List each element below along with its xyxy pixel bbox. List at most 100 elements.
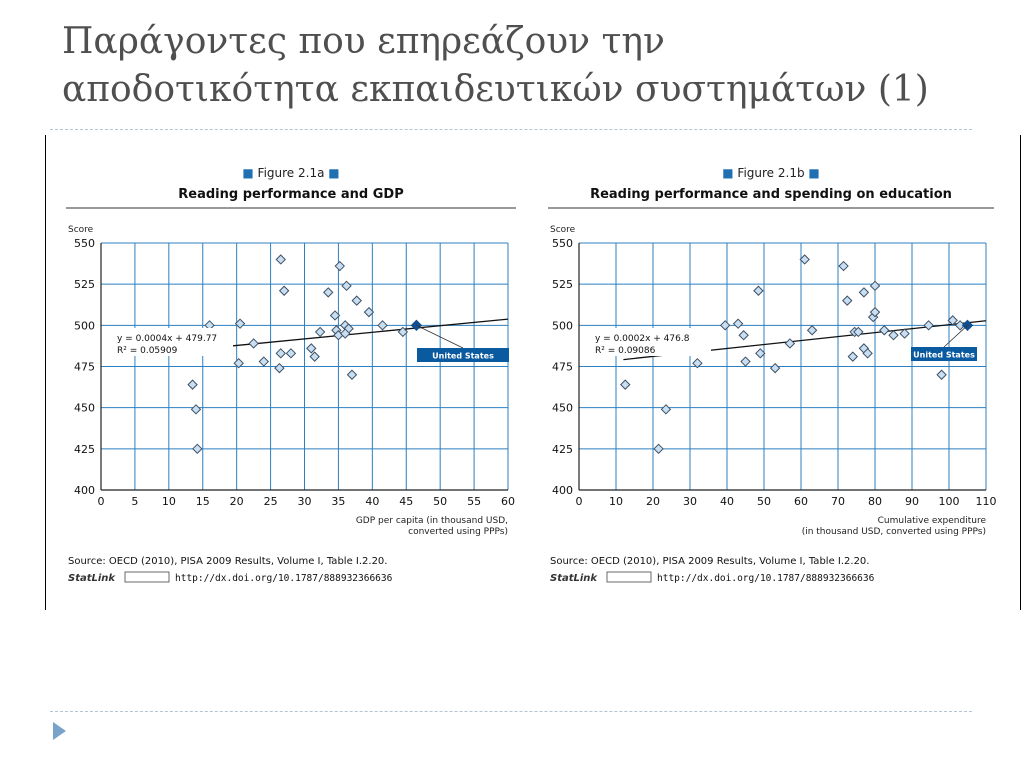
- data-point: [351, 295, 362, 306]
- slide-title-line-1: Παράγοντες που επηρεάζουν την: [62, 21, 665, 62]
- data-point: [274, 362, 285, 374]
- x-tick-label: 40: [720, 495, 734, 508]
- chart-gdp: ■ Figure 2.1a ■ Reading performance and G…: [66, 166, 516, 584]
- slide-title-line-2: αποδοτικότητα εκπαιδευτικών συστημάτων (…: [62, 69, 929, 110]
- x-axis-label: GDP per capita (in thousand USD,: [356, 516, 508, 526]
- x-tick-label: 35: [331, 495, 345, 508]
- data-point: [329, 310, 341, 321]
- data-point: [341, 280, 352, 292]
- data-point: [190, 404, 202, 415]
- bullet-arrow-icon: [53, 722, 66, 740]
- x-tick-label: 45: [399, 495, 413, 508]
- equation-backdrop: [115, 328, 233, 356]
- data-point: [346, 369, 358, 380]
- y-tick-label: 450: [74, 402, 95, 415]
- figure-bullet-icon: ■: [242, 166, 257, 180]
- x-tick-label: 100: [939, 495, 960, 508]
- figure-bullet-icon: ■: [324, 166, 339, 180]
- charts-svg: ■ Figure 2.1a ■ Reading performance and G…: [66, 166, 997, 584]
- data-point: [732, 318, 744, 329]
- data-point: [192, 443, 203, 455]
- data-point: [275, 348, 286, 359]
- x-tick-label: 90: [905, 495, 919, 508]
- highlight-label: United States: [432, 352, 494, 361]
- y-tick-label: 550: [552, 237, 573, 250]
- data-point: [660, 404, 672, 415]
- x-tick-label: 30: [298, 495, 312, 508]
- slide-title: Παράγοντες που επηρεάζουν την αποδοτικότ…: [62, 18, 1012, 114]
- x-tick-label: 50: [757, 495, 771, 508]
- x-tick-label: 60: [794, 495, 808, 508]
- y-tick-label: 500: [74, 319, 95, 332]
- data-point: [753, 285, 764, 296]
- x-tick-label: 10: [609, 495, 623, 508]
- data-point: [784, 338, 796, 349]
- regression-r2: R² = 0.05909: [117, 346, 178, 356]
- y-tick-label: 500: [552, 319, 573, 332]
- x-tick-label: 0: [98, 495, 105, 508]
- y-tick-label: 525: [74, 278, 95, 291]
- chart-title: Reading performance and spending on educ…: [590, 187, 952, 202]
- data-point: [377, 320, 388, 331]
- figure-label: ■ Figure 2.1b ■: [722, 166, 819, 180]
- data-point: [947, 315, 958, 326]
- regression-r2: R² = 0.09086: [595, 346, 656, 356]
- x-axis-label-line2: converted using PPPs): [408, 527, 508, 537]
- y-tick-label: 475: [552, 361, 573, 374]
- data-point: [363, 306, 375, 318]
- highlight-label: United States: [913, 351, 975, 360]
- data-point: [309, 351, 320, 362]
- footer-divider: [50, 711, 972, 712]
- highlight-leader-line: [943, 325, 968, 348]
- data-point: [738, 330, 749, 341]
- data-point: [692, 357, 703, 369]
- data-point: [799, 254, 810, 265]
- statlink-url: http://dx.doi.org/10.1787/888932366636: [175, 573, 393, 584]
- data-point: [233, 357, 244, 369]
- data-point: [847, 351, 859, 362]
- data-point: [339, 328, 351, 339]
- x-tick-label: 70: [831, 495, 845, 508]
- data-point: [397, 326, 409, 338]
- chart-spending: ■ Figure 2.1b ■ Reading performance and s…: [548, 166, 997, 584]
- x-tick-label: 0: [576, 495, 583, 508]
- y-tick-label: 400: [552, 484, 573, 497]
- highlight-label-box: [417, 348, 509, 362]
- highlight-point: [410, 319, 423, 332]
- data-point: [234, 318, 246, 329]
- x-tick-label: 30: [683, 495, 697, 508]
- y-tick-label: 525: [552, 278, 573, 291]
- regression-equation: y = 0.0004x + 479.77: [117, 334, 217, 344]
- data-point: [306, 343, 317, 354]
- regression-equation: y = 0.0002x + 476.8: [595, 334, 690, 344]
- figure-label-text: Figure 2.1b: [737, 166, 804, 180]
- x-tick-label: 15: [196, 495, 210, 508]
- y-tick-label: 550: [74, 237, 95, 250]
- x-tick-label: 110: [976, 495, 997, 508]
- equation-backdrop: [593, 328, 711, 356]
- data-point: [862, 348, 873, 359]
- statlink-label: StatLink: [550, 573, 598, 584]
- figure-bullet-icon: ■: [722, 166, 737, 180]
- data-point: [278, 285, 290, 296]
- data-point: [248, 338, 259, 349]
- x-tick-label: 80: [868, 495, 882, 508]
- data-point: [719, 320, 731, 331]
- statlink-logo-icon: [124, 571, 170, 583]
- data-point: [879, 325, 890, 336]
- data-point: [314, 326, 326, 338]
- data-point: [869, 306, 881, 318]
- figure-label: ■ Figure 2.1a ■: [242, 166, 339, 180]
- data-point: [740, 356, 751, 367]
- x-tick-label: 55: [467, 495, 481, 508]
- data-point: [923, 320, 934, 331]
- statlink-url: http://dx.doi.org/10.1787/888932366636: [657, 573, 875, 584]
- y-tick-label: 450: [552, 402, 573, 415]
- y-axis-label: Score: [68, 225, 94, 235]
- data-point: [842, 295, 853, 306]
- x-tick-label: 20: [230, 495, 244, 508]
- data-point: [858, 287, 870, 298]
- data-point: [838, 260, 849, 272]
- data-point: [806, 325, 818, 336]
- data-point: [323, 287, 334, 298]
